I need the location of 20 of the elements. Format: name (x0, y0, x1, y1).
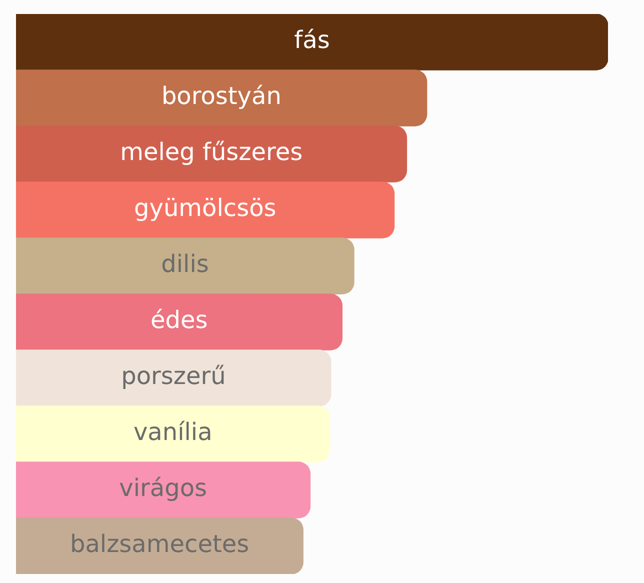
y-tick-label: fás (294, 26, 330, 54)
bar (16, 126, 408, 182)
y-tick-label: édes (150, 306, 208, 334)
y-tick-label: porszerű (121, 362, 226, 390)
y-tick-label: dilis (161, 250, 209, 278)
bar (16, 350, 332, 406)
bar (16, 294, 343, 350)
bar (16, 182, 395, 238)
y-tick-label: gyümölcsös (134, 194, 276, 222)
bar (16, 238, 354, 294)
y-tick-label: borostyán (161, 82, 282, 110)
y-tick-label: vanília (133, 418, 212, 446)
y-tick-label: balzsamecetes (70, 530, 250, 558)
bar (16, 14, 608, 70)
bar (16, 518, 304, 574)
bar (16, 406, 330, 462)
y-tick-label: meleg fűszeres (120, 138, 303, 166)
bar (16, 70, 428, 126)
bar (16, 462, 311, 518)
y-tick-label: virágos (119, 474, 208, 502)
